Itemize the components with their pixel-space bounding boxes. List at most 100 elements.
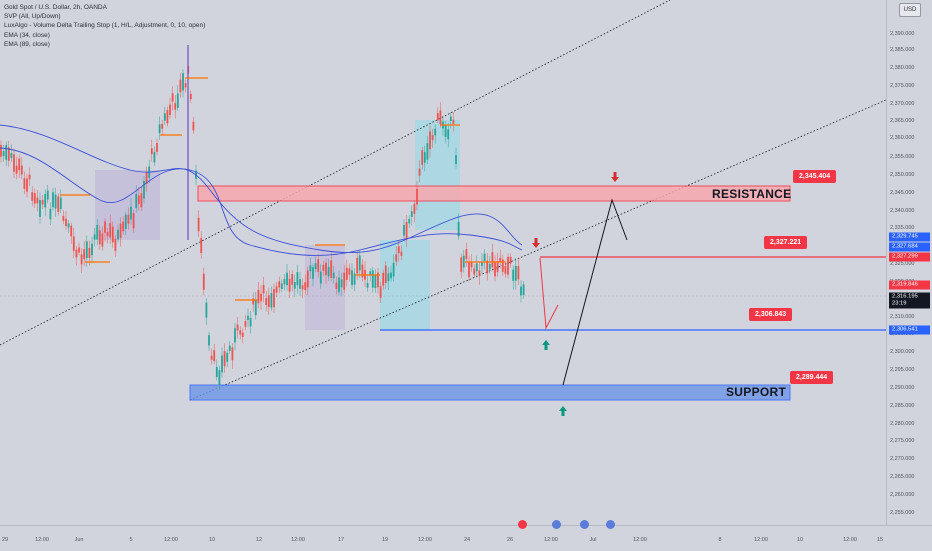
- candle-body: [473, 268, 476, 275]
- candle-body: [98, 230, 101, 245]
- candle-body: [85, 241, 88, 259]
- candle-body: [83, 249, 86, 260]
- candle-body: [127, 214, 130, 224]
- candle-body: [135, 193, 138, 209]
- candle-body: [418, 168, 421, 176]
- candle-body: [322, 265, 325, 271]
- candle-body: [124, 214, 127, 229]
- candle-body: [218, 370, 221, 386]
- price-tag: 2,306.541: [889, 325, 930, 335]
- candle-body: [335, 282, 338, 289]
- candle-body: [111, 226, 114, 243]
- candle-body: [20, 165, 23, 175]
- candle-body: [423, 152, 426, 163]
- candle-body: [348, 268, 351, 275]
- candle-body: [39, 199, 41, 217]
- candle-body: [431, 135, 434, 141]
- candle-body: [62, 216, 65, 221]
- price-tag: 2,316.195: [889, 292, 930, 302]
- candle-body: [265, 298, 268, 306]
- resistance-zone-label: RESISTANCE: [712, 187, 792, 201]
- time-tick-label: 19: [381, 537, 389, 543]
- symbol-title[interactable]: Gold Spot / U.S. Dollar, 2h, OANDA: [4, 4, 107, 11]
- candle-body: [267, 295, 270, 308]
- event-flag-icon[interactable]: [518, 520, 527, 529]
- candle-body: [481, 261, 483, 266]
- candle-body: [143, 181, 145, 199]
- candle-body: [325, 262, 327, 276]
- candle-body: [67, 223, 70, 228]
- indicator-ema-34[interactable]: EMA (34, close): [4, 31, 50, 39]
- price-tag: 23:19: [889, 299, 930, 309]
- time-tick-label: 12:00: [35, 537, 49, 543]
- candle-body: [215, 366, 218, 377]
- candle-body: [161, 123, 164, 129]
- candle-body: [54, 194, 57, 209]
- currency-button[interactable]: USD: [899, 3, 921, 17]
- candle-body: [174, 103, 177, 110]
- price-tick-label: 2,265.000: [890, 474, 915, 480]
- up-arrow-icon: [559, 406, 567, 416]
- time-tick-label: 10: [796, 537, 804, 543]
- price-tick-label: 2,285.000: [890, 403, 915, 409]
- candle-body: [226, 352, 229, 362]
- candle-body: [278, 281, 281, 288]
- ema-34-line: [0, 147, 523, 256]
- candle-body: [65, 218, 67, 227]
- candle-body: [507, 256, 509, 275]
- resistance-zone: [197, 185, 791, 202]
- price-tick-label: 2,290.000: [890, 385, 915, 391]
- volume-profile-block: [380, 240, 430, 330]
- us-flag-icon[interactable]: [552, 520, 561, 529]
- candle-body: [241, 332, 244, 337]
- candle-body: [109, 223, 112, 238]
- time-axis[interactable]: [0, 525, 932, 551]
- candle-body: [512, 269, 515, 281]
- candle-body: [104, 221, 106, 233]
- candle-body: [52, 192, 54, 208]
- support-level-price-label[interactable]: 2,306.843: [749, 308, 793, 321]
- candle-body: [171, 93, 174, 102]
- price-tick-label: 2,310.000: [890, 314, 915, 320]
- price-axis[interactable]: [886, 0, 932, 525]
- candle-body: [49, 208, 52, 220]
- price-tick-label: 2,365.000: [890, 118, 915, 124]
- indicator-ema-89[interactable]: EMA (89, close): [4, 40, 50, 48]
- candle-body: [41, 200, 44, 205]
- time-tick-label: 15: [876, 537, 884, 543]
- price-chart[interactable]: [0, 0, 886, 525]
- us-flag-icon[interactable]: [606, 520, 615, 529]
- candle-body: [280, 283, 283, 289]
- down-arrow-icon: [532, 238, 540, 248]
- price-tag: 2,327.684: [889, 242, 930, 252]
- candle-body: [210, 355, 213, 360]
- chart-area[interactable]: [0, 0, 886, 525]
- candle-body: [439, 110, 442, 125]
- candle-body: [483, 253, 486, 262]
- candle-body: [338, 277, 340, 293]
- support-price-label[interactable]: 2,289.444: [790, 371, 834, 384]
- indicator-svp[interactable]: SVP (All, Up/Down): [4, 13, 61, 21]
- time-tick-label: 12:00: [633, 537, 647, 543]
- indicator-luxalgo[interactable]: LuxAlgo - Volume Delta Trailing Stop (1,…: [4, 22, 206, 30]
- candle-body: [384, 265, 387, 284]
- candle-body: [18, 158, 21, 171]
- us-flag-icon[interactable]: [580, 520, 589, 529]
- candle-body: [23, 178, 26, 189]
- candle-body: [119, 223, 122, 239]
- time-tick-label: 8: [718, 537, 722, 543]
- candle-body: [317, 259, 320, 272]
- candle-body: [314, 263, 317, 270]
- candle-body: [460, 257, 463, 272]
- resistance-price-label[interactable]: 2,345.404: [793, 170, 837, 183]
- candle-body: [475, 263, 478, 272]
- level-price-label[interactable]: 2,327.221: [764, 236, 808, 249]
- candle-body: [221, 355, 223, 373]
- candle-body: [361, 264, 364, 278]
- candle-body: [496, 261, 499, 273]
- candle-body: [252, 298, 255, 305]
- candle-body: [470, 261, 473, 268]
- candle-body: [184, 83, 187, 88]
- time-tick-label: 12: [255, 537, 263, 543]
- projection-path-black: [562, 198, 628, 386]
